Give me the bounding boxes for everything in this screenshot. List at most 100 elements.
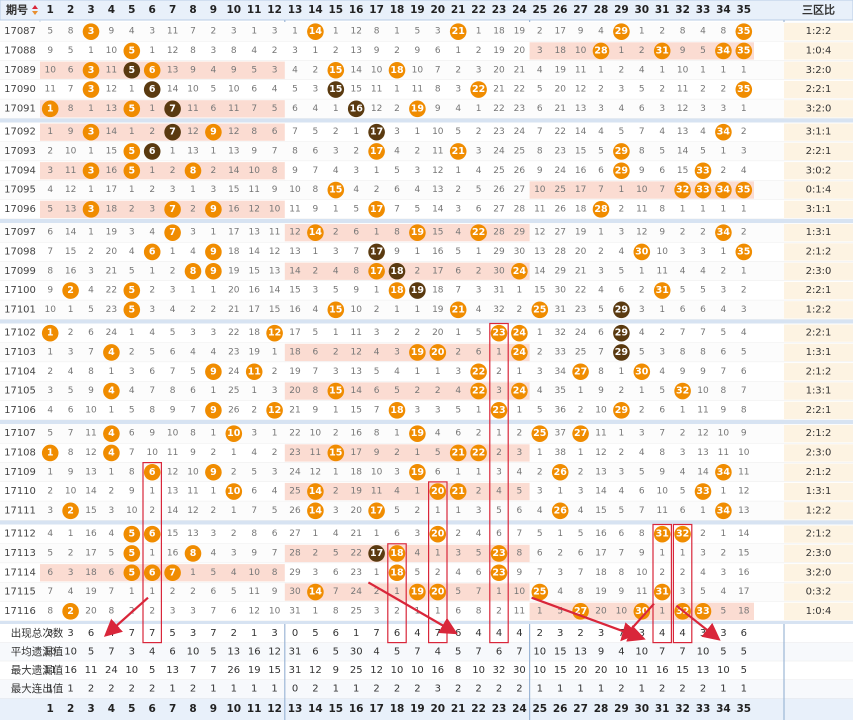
miss-value: 22 — [493, 104, 504, 114]
miss-value: 17 — [738, 587, 749, 597]
period-cell: 17110 — [4, 486, 36, 497]
drawn-ball — [164, 100, 181, 118]
miss-value: 4 — [435, 429, 441, 439]
miss-value: 13 — [350, 367, 361, 377]
drawn-ball — [490, 564, 508, 582]
miss-value: 10 — [432, 127, 444, 137]
miss-value: 12 — [575, 85, 586, 95]
miss-value: 3 — [353, 166, 359, 176]
drawn-ball-number: 6 — [149, 467, 156, 478]
footer-number-32: 32 — [675, 703, 690, 715]
drawn-ball — [429, 483, 447, 500]
miss-value: 1 — [537, 448, 543, 458]
drawn-ball — [205, 363, 222, 381]
drawn-ball — [694, 603, 712, 620]
drawn-ball-number: 27 — [574, 366, 587, 377]
stats-value: 2 — [108, 684, 114, 695]
miss-value: 12 — [534, 228, 545, 238]
drawn-ball — [715, 42, 732, 60]
miss-value: 21 — [554, 104, 565, 114]
miss-value: 1 — [211, 487, 217, 497]
miss-value: 5 — [680, 286, 686, 296]
miss-value: 5 — [47, 204, 53, 214]
miss-value: 23 — [106, 305, 117, 315]
drawn-ball-number: 8 — [190, 165, 197, 176]
miss-value: 1 — [190, 286, 196, 296]
miss-value: 5 — [394, 386, 400, 396]
miss-value: 1 — [496, 429, 502, 439]
miss-value: 4 — [333, 266, 339, 276]
miss-value: 13 — [269, 266, 280, 276]
stats-value: 10 — [187, 646, 200, 657]
drawn-ball — [388, 262, 406, 280]
zone-ratio: 3:2:0 — [806, 567, 832, 578]
miss-value: 2 — [721, 85, 727, 95]
stats-value: 1 — [557, 684, 563, 695]
drawn-ball — [449, 444, 467, 462]
stats-value: 6 — [88, 628, 94, 639]
miss-value: 11 — [106, 65, 117, 75]
miss-value: 20 — [493, 65, 505, 75]
drawn-ball — [409, 282, 426, 299]
number-header-22: 22 — [471, 4, 486, 16]
miss-value: 4 — [721, 305, 727, 315]
miss-value: 12 — [269, 247, 280, 257]
zone-highlight — [284, 262, 530, 280]
miss-value: 4 — [680, 266, 686, 276]
miss-value: 21 — [575, 266, 586, 276]
miss-value: 30 — [554, 286, 566, 296]
stats-value: 1 — [251, 628, 257, 639]
stats-value: 4 — [496, 628, 502, 639]
miss-value: 8 — [394, 228, 400, 238]
stats-value: 10 — [472, 665, 485, 676]
miss-value: 2 — [700, 228, 706, 238]
drawn-ball — [62, 603, 79, 620]
drawn-ball-number: 17 — [370, 246, 383, 257]
drawn-ball-number: 31 — [656, 45, 669, 56]
stats-value: 5 — [720, 646, 726, 657]
miss-value: 2 — [680, 228, 686, 238]
draw-row-17091: 17091 1 8 1 13 5 1 7 11 6 11 7 5 6 4 1 16 12 2 19 9 4 1 22 23 6 21… — [0, 99, 853, 119]
period-cell: 17091 — [4, 103, 36, 114]
miss-value: 10 — [187, 467, 199, 477]
sort-arrows-icon[interactable] — [32, 5, 38, 15]
miss-value: 10 — [187, 85, 199, 95]
miss-value: 1 — [680, 204, 686, 214]
stats-value: 2 — [231, 628, 237, 639]
drawn-ball — [511, 262, 528, 280]
number-header-18: 18 — [390, 4, 405, 16]
miss-value: 1 — [680, 405, 686, 415]
miss-value: 28 — [493, 228, 505, 238]
zone-highlight — [284, 482, 530, 501]
number-header-9: 9 — [210, 4, 217, 16]
miss-value: 3 — [170, 185, 176, 195]
drawn-ball-number: 14 — [309, 505, 323, 516]
miss-value: 25 — [228, 386, 239, 396]
miss-value: 5 — [251, 65, 257, 75]
miss-value: 5 — [496, 506, 502, 516]
miss-value: 15 — [167, 529, 178, 539]
drawn-ball-number: 34 — [717, 127, 731, 138]
drawn-ball — [184, 262, 202, 280]
miss-value: 6 — [251, 487, 257, 497]
miss-value: 5 — [109, 548, 115, 558]
drawn-ball-number: 15 — [329, 304, 342, 315]
drawn-ball — [41, 324, 59, 342]
miss-value: 3 — [639, 429, 645, 439]
stats-value: 4 — [435, 646, 441, 657]
draw-row-17088: 17088 9 5 1 10 5 1 12 8 3 8 4 2 3 1 2 13 9 2 9 6 1 2 19 20 3 18 10 2… — [0, 41, 853, 61]
footer-number-9: 9 — [210, 703, 217, 715]
footer-number-13: 13 — [288, 703, 303, 715]
miss-value: 8 — [47, 606, 53, 616]
miss-value: 10 — [371, 467, 383, 477]
drawn-ball — [551, 463, 569, 481]
miss-value: 2 — [149, 185, 155, 195]
stats-value: 6 — [741, 628, 747, 639]
drawn-ball — [653, 525, 671, 543]
miss-value: 2 — [149, 606, 155, 616]
stats-value: 10 — [533, 646, 546, 657]
miss-value: 12 — [248, 204, 259, 214]
miss-value: 11 — [167, 27, 178, 37]
miss-value: 1 — [129, 587, 135, 597]
drawn-ball-number: 26 — [554, 467, 568, 478]
